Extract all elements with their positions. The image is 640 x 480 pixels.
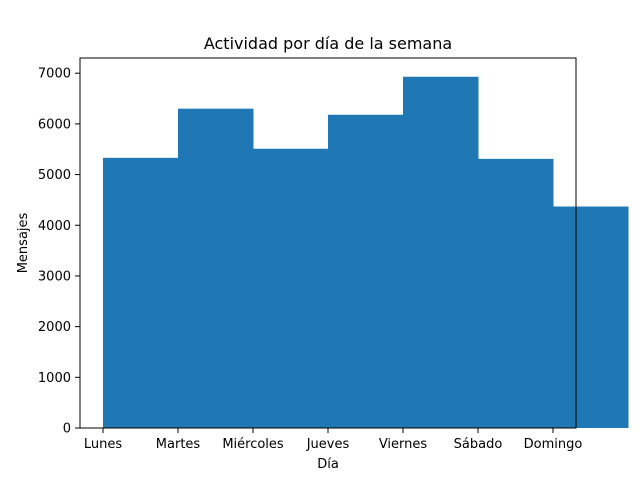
- bar-1: [178, 108, 254, 428]
- y-axis: 0 1000 2000 3000 4000 5000 6000 7000: [38, 67, 80, 437]
- y-tick-label-1: 1000: [38, 371, 71, 386]
- x-tick-label-1: Martes: [156, 437, 201, 452]
- bar-6: [553, 206, 629, 428]
- y-tick-label-0: 0: [63, 422, 71, 437]
- y-tick-label-3: 3000: [38, 269, 71, 284]
- x-tick-label-2: Miércoles: [222, 437, 284, 452]
- x-tick-label-4: Viernes: [379, 437, 428, 452]
- y-tick-label-6: 6000: [38, 117, 71, 132]
- bar-4: [403, 76, 479, 429]
- x-tick-label-0: Lunes: [84, 437, 122, 452]
- x-axis-label: Día: [317, 457, 339, 472]
- bar-2: [253, 148, 329, 429]
- y-tick-label-5: 5000: [38, 168, 71, 183]
- y-tick-label-4: 4000: [38, 219, 71, 234]
- y-axis-label: Mensajes: [16, 212, 31, 273]
- x-tick-label-5: Sábado: [454, 437, 503, 452]
- x-tick-label-6: Domingo: [524, 437, 583, 452]
- x-axis: Lunes Martes Miércoles Jueves Viernes Sábado D…: [84, 428, 583, 452]
- x-tick-label-3: Jueves: [306, 437, 350, 452]
- bar-5: [478, 158, 554, 428]
- bar-3: [328, 114, 404, 428]
- y-tick-label-2: 2000: [38, 320, 71, 335]
- bar-0: [103, 157, 179, 429]
- bars-layer: [103, 76, 629, 429]
- chart-title: Actividad por día de la semana: [204, 34, 452, 53]
- y-tick-label-7: 7000: [38, 67, 71, 82]
